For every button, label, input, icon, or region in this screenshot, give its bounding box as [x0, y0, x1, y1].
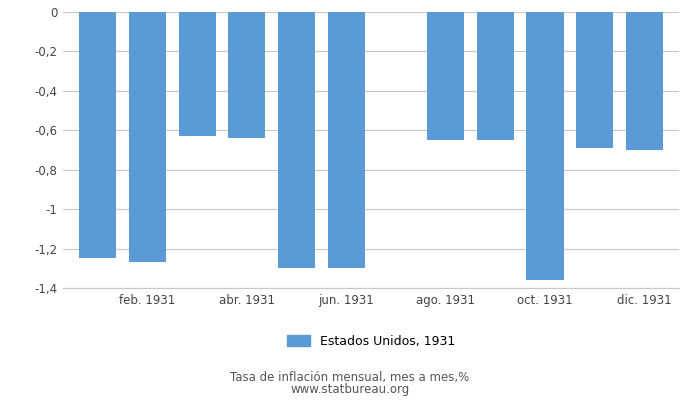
- Bar: [477, 12, 514, 140]
- Bar: [427, 12, 464, 140]
- Bar: [178, 12, 216, 136]
- Text: www.statbureau.org: www.statbureau.org: [290, 384, 410, 396]
- Bar: [228, 12, 265, 138]
- Bar: [626, 12, 663, 150]
- Bar: [526, 12, 564, 280]
- Bar: [129, 12, 166, 262]
- Bar: [576, 12, 613, 148]
- Bar: [328, 12, 365, 268]
- Bar: [278, 12, 315, 268]
- Legend: Estados Unidos, 1931: Estados Unidos, 1931: [282, 330, 460, 353]
- Bar: [79, 12, 116, 258]
- Text: Tasa de inflación mensual, mes a mes,%: Tasa de inflación mensual, mes a mes,%: [230, 372, 470, 384]
